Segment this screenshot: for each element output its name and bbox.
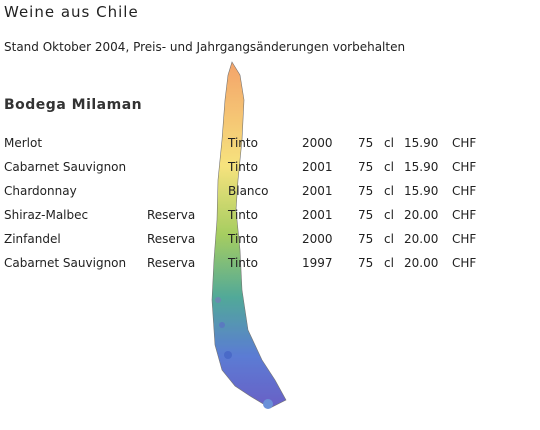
cell-price: 15.90 <box>404 160 439 174</box>
cell-currency: CHF <box>452 232 477 246</box>
cell-year: 2000 <box>302 136 333 150</box>
subtitle: Stand Oktober 2004, Preis- und Jahrgangs… <box>4 40 406 54</box>
cell-reserve: Reserva <box>147 208 196 222</box>
cell-price: 15.90 <box>404 136 439 150</box>
cell-year: 2000 <box>302 232 333 246</box>
title: Weine aus Chile <box>4 3 139 21</box>
cell-price: 15.90 <box>404 184 439 198</box>
cell-price: 20.00 <box>404 232 439 246</box>
cell-unit: cl <box>384 256 394 270</box>
cell-type: Tinto <box>228 232 258 246</box>
cell-reserve: Reserva <box>147 232 196 246</box>
cell-unit: cl <box>384 208 394 222</box>
cell-name: Chardonnay <box>4 184 77 198</box>
cell-currency: CHF <box>452 136 477 150</box>
cell-currency: CHF <box>452 184 477 198</box>
cell-currency: CHF <box>452 208 477 222</box>
cell-currency: CHF <box>452 160 477 174</box>
cell-volume: 75 <box>358 208 374 222</box>
cell-volume: 75 <box>358 256 374 270</box>
cell-unit: cl <box>384 160 394 174</box>
cell-year: 2001 <box>302 184 333 198</box>
cell-currency: CHF <box>452 256 477 270</box>
cell-name: Shiraz-Malbec <box>4 208 89 222</box>
cell-name: Cabarnet Sauvignon <box>4 256 127 270</box>
cell-reserve: Reserva <box>147 256 196 270</box>
cell-volume: 75 <box>358 232 374 246</box>
section-title: Bodega Milaman <box>4 97 143 113</box>
cell-unit: cl <box>384 136 394 150</box>
cell-volume: 75 <box>358 160 374 174</box>
cell-type: Tinto <box>228 256 258 270</box>
cell-name: Zinfandel <box>4 232 61 246</box>
cell-year: 2001 <box>302 208 333 222</box>
cell-price: 20.00 <box>404 208 439 222</box>
cell-type: Tinto <box>228 208 258 222</box>
cell-name: Merlot <box>4 136 43 150</box>
cell-volume: 75 <box>358 184 374 198</box>
cell-type: Blanco <box>228 184 269 198</box>
cell-volume: 75 <box>358 136 374 150</box>
cell-year: 1997 <box>302 256 333 270</box>
cell-type: Tinto <box>228 136 258 150</box>
cell-type: Tinto <box>228 160 258 174</box>
cell-price: 20.00 <box>404 256 439 270</box>
cell-unit: cl <box>384 232 394 246</box>
cell-name: Cabarnet Sauvignon <box>4 160 127 174</box>
cell-unit: cl <box>384 184 394 198</box>
cell-year: 2001 <box>302 160 333 174</box>
